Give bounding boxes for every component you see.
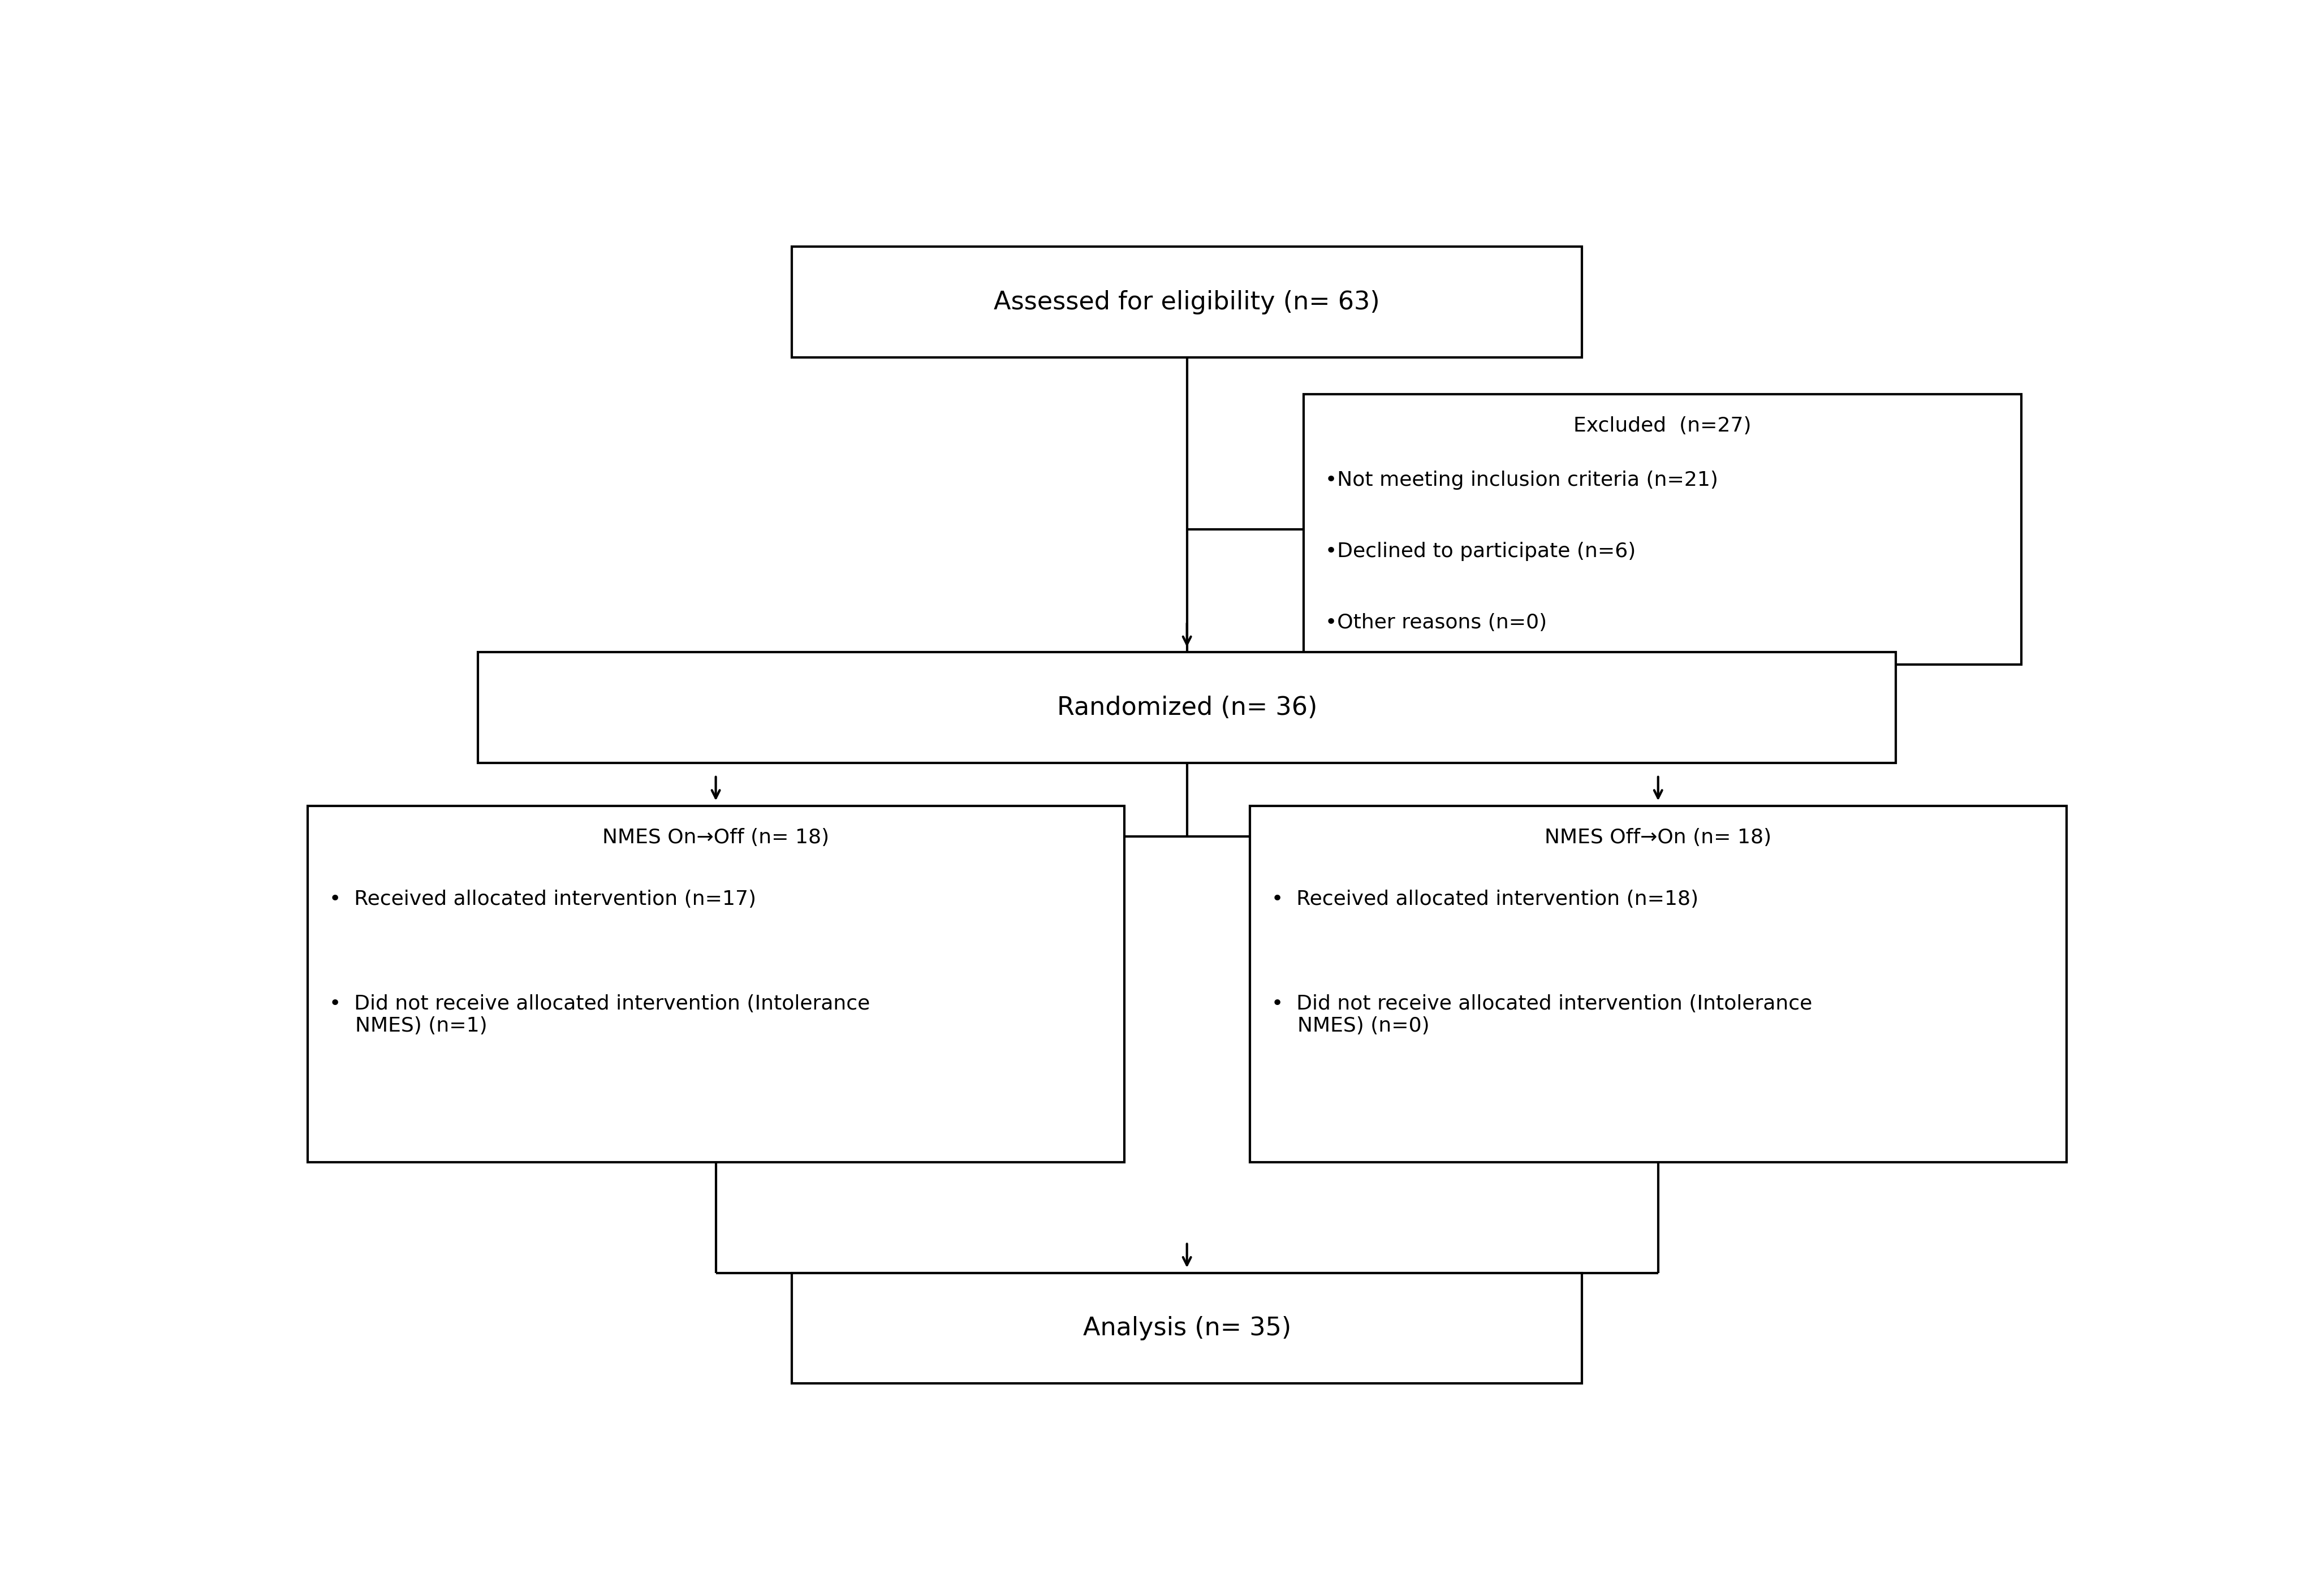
FancyBboxPatch shape — [308, 806, 1123, 1162]
Text: NMES On→Off (n= 18): NMES On→Off (n= 18) — [602, 828, 829, 847]
Text: •  Did not receive allocated intervention (Intolerance
    NMES) (n=0): • Did not receive allocated intervention… — [1271, 994, 1811, 1036]
FancyBboxPatch shape — [1304, 394, 2022, 664]
FancyBboxPatch shape — [1251, 806, 2066, 1162]
Text: •  Received allocated intervention (n=18): • Received allocated intervention (n=18) — [1271, 889, 1698, 908]
Text: •Other reasons (n=0): •Other reasons (n=0) — [1325, 613, 1547, 632]
FancyBboxPatch shape — [792, 1274, 1582, 1384]
Text: Analysis (n= 35): Analysis (n= 35) — [1084, 1317, 1290, 1341]
Text: •Declined to participate (n=6): •Declined to participate (n=6) — [1325, 541, 1635, 560]
FancyBboxPatch shape — [477, 653, 1897, 763]
Text: •  Received allocated intervention (n=17): • Received allocated intervention (n=17) — [329, 889, 755, 908]
Text: •Not meeting inclusion criteria (n=21): •Not meeting inclusion criteria (n=21) — [1325, 471, 1718, 490]
Text: Randomized (n= 36): Randomized (n= 36) — [1056, 696, 1318, 720]
Text: Assessed for eligibility (n= 63): Assessed for eligibility (n= 63) — [994, 290, 1380, 314]
Text: NMES Off→On (n= 18): NMES Off→On (n= 18) — [1545, 828, 1772, 847]
Text: •  Did not receive allocated intervention (Intolerance
    NMES) (n=1): • Did not receive allocated intervention… — [329, 994, 871, 1036]
FancyBboxPatch shape — [792, 247, 1582, 358]
Text: Excluded  (n=27): Excluded (n=27) — [1573, 417, 1751, 436]
